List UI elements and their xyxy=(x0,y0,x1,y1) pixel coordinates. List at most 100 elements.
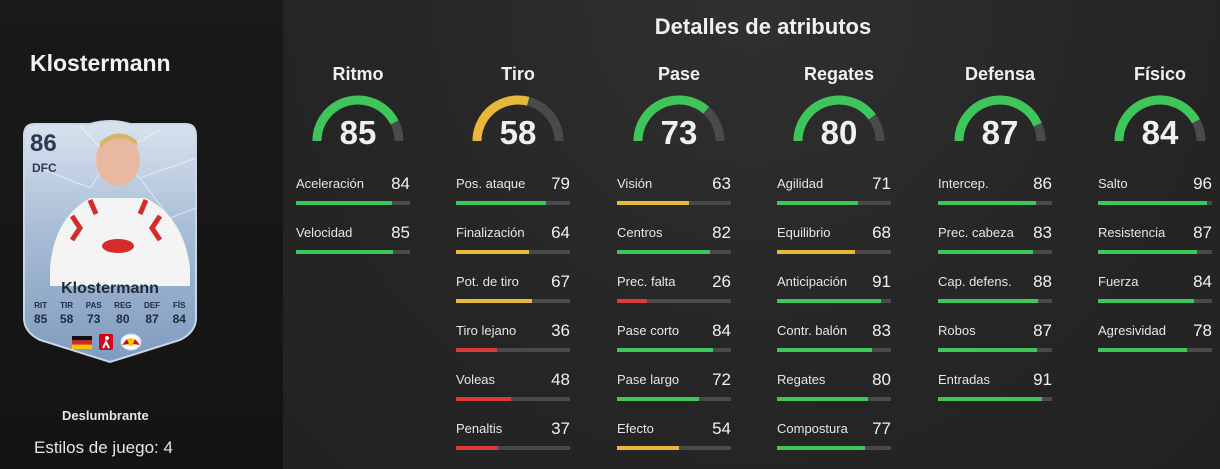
attribute-bar xyxy=(456,348,570,352)
attribute-bar-fill xyxy=(296,250,393,254)
attribute-list: Agilidad 71 Equilibrio 68 Anticipación 91 Cont… xyxy=(777,174,901,469)
attribute-list: Intercep. 86 Prec. cabeza 83 Cap. defens. 88 R… xyxy=(938,174,1062,421)
category-value: 84 xyxy=(1141,114,1179,151)
card-stats: RIT 85 TIR 58 PAS 73 REG 80 DEF 87 FÍS 84 xyxy=(34,301,186,326)
attribute-value: 54 xyxy=(712,419,731,438)
attribute-bar-fill xyxy=(617,348,713,352)
category-column: Pase 73 Visión 63 Centros 82 Prec. falta 26 Pase… xyxy=(617,64,741,469)
card-stat: PAS 73 xyxy=(86,301,102,326)
attribute-bar xyxy=(1098,299,1212,303)
attribute-list: Salto 96 Resistencia 87 Fuerza 84 Agresividad 7… xyxy=(1098,174,1220,372)
attributes-panel: Detalles de atributos Ritmo 85 Aceleración… xyxy=(283,0,1220,469)
category-title: Ritmo xyxy=(332,64,384,84)
attribute-list: Pos. ataque 79 Finalización 64 Pot. de tiro 6… xyxy=(456,174,580,469)
card-rating: 86 xyxy=(30,130,57,157)
attribute-row: Cap. defens. 88 xyxy=(938,272,1062,323)
attribute-bar xyxy=(456,397,570,401)
playstyle-label: Deslumbrante xyxy=(62,408,149,423)
attribute-bar xyxy=(456,201,570,205)
gauge-fill xyxy=(954,95,1042,142)
attribute-bar xyxy=(938,201,1052,205)
attribute-bar xyxy=(1098,250,1212,254)
attribute-row: Pot. de tiro 67 xyxy=(456,272,580,323)
attribute-row: Regates 80 xyxy=(777,370,901,421)
attribute-value: 82 xyxy=(712,223,731,242)
attribute-row: Tiro lejano 36 xyxy=(456,321,580,372)
attribute-row: Prec. falta 26 xyxy=(617,272,741,323)
attribute-row: Salto 96 xyxy=(1098,174,1220,225)
attribute-bar-fill xyxy=(617,299,647,303)
attribute-bar-fill xyxy=(296,201,392,205)
card-stat: RIT 85 xyxy=(34,301,47,326)
category-value: 73 xyxy=(660,114,698,151)
card-stat-label: DEF xyxy=(144,301,161,310)
attribute-bar-fill xyxy=(777,397,869,401)
attribute-row: Pos. ataque 79 xyxy=(456,174,580,225)
attribute-value: 84 xyxy=(712,321,731,340)
category-column: Defensa 87 Intercep. 86 Prec. cabeza 83 Cap. d… xyxy=(938,64,1062,421)
attribute-label: Prec. cabeza xyxy=(938,225,1014,240)
attribute-row: Intercep. 86 xyxy=(938,174,1062,225)
attribute-bar xyxy=(938,348,1052,352)
attribute-bar xyxy=(617,299,731,303)
attribute-value: 36 xyxy=(551,321,570,340)
attribute-label: Equilibrio xyxy=(777,225,831,240)
attribute-row: Velocidad 85 xyxy=(296,223,420,274)
attribute-label: Robos xyxy=(938,323,976,338)
attribute-bar-fill xyxy=(456,250,529,254)
gauge-fill xyxy=(633,95,710,142)
card-stat-value: 80 xyxy=(116,312,130,326)
attribute-bar xyxy=(777,348,891,352)
attribute-value: 96 xyxy=(1193,174,1212,193)
attribute-label: Fuerza xyxy=(1098,274,1139,289)
attribute-value: 67 xyxy=(551,272,570,291)
attribute-value: 83 xyxy=(1033,223,1052,242)
attribute-bar-fill xyxy=(456,299,533,303)
attribute-bar xyxy=(1098,348,1212,352)
attribute-label: Compostura xyxy=(777,421,848,436)
attribute-label: Agilidad xyxy=(777,176,824,191)
card-stat-label: FÍS xyxy=(173,301,186,310)
player-card[interactable]: 86 DFC Klostermann RIT 85 TIR 58 PAS 73 REG… xyxy=(20,118,200,364)
category-value: 85 xyxy=(339,114,377,151)
attribute-row: Agresividad 78 xyxy=(1098,321,1220,372)
attribute-value: 79 xyxy=(551,174,570,193)
category-title: Físico xyxy=(1133,64,1186,84)
attribute-bar-fill xyxy=(1098,201,1208,205)
attribute-row: Anticipación 91 xyxy=(777,272,901,323)
gauge-fill xyxy=(472,95,530,142)
player-panel: Klostermann 86 xyxy=(0,0,283,469)
card-stat-value: 85 xyxy=(34,312,48,326)
playstyles-count[interactable]: Estilos de juego: 4 xyxy=(34,438,173,457)
category-column: Regates 80 Agilidad 71 Equilibrio 68 Anticipac… xyxy=(777,64,901,469)
attribute-bar xyxy=(617,397,731,401)
card-stat-label: RIT xyxy=(34,301,48,310)
attribute-label: Entradas xyxy=(938,372,991,387)
attribute-label: Pase corto xyxy=(617,323,680,338)
attribute-bar xyxy=(617,348,731,352)
attribute-row: Agilidad 71 xyxy=(777,174,901,225)
attribute-bar xyxy=(296,250,410,254)
card-stat-value: 73 xyxy=(87,312,101,326)
category-title: Tiro xyxy=(501,64,535,84)
attribute-bar xyxy=(777,201,891,205)
attribute-label: Cap. defens. xyxy=(938,274,1012,289)
category-column: Ritmo 85 Aceleración 84 Velocidad 85 xyxy=(296,64,420,274)
attribute-label: Aceleración xyxy=(296,176,364,191)
attribute-value: 48 xyxy=(551,370,570,389)
attribute-bar xyxy=(938,397,1052,401)
attribute-value: 87 xyxy=(1193,223,1212,242)
card-stat-value: 87 xyxy=(145,312,159,326)
card-background xyxy=(23,120,197,364)
attribute-value: 64 xyxy=(551,223,570,242)
attribute-row: Entradas 91 xyxy=(938,370,1062,421)
attribute-bar-fill xyxy=(617,446,679,450)
attribute-row: Pase largo 72 xyxy=(617,370,741,421)
attribute-label: Salto xyxy=(1098,176,1128,191)
card-player-name: Klostermann xyxy=(61,280,159,297)
attribute-bar-fill xyxy=(777,250,855,254)
category-value: 80 xyxy=(820,114,858,151)
card-stat-label: REG xyxy=(114,301,132,310)
attribute-bar xyxy=(296,201,410,205)
attribute-bar xyxy=(777,299,891,303)
